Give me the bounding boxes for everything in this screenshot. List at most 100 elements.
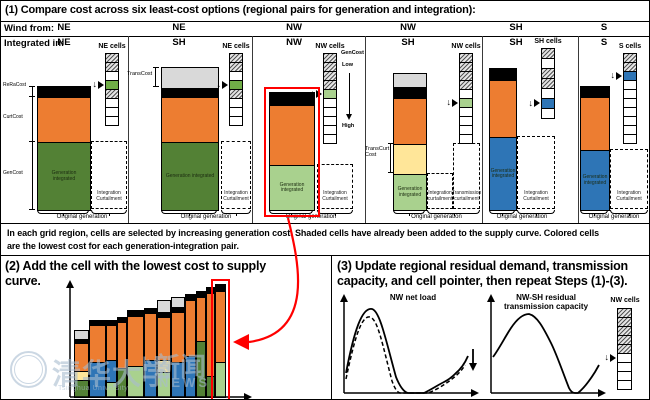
bar-segment-orange <box>394 98 426 144</box>
generation-cost-bar: Generation integrated <box>37 86 91 211</box>
supply-segment-orange <box>128 317 143 367</box>
nwsh-capacity-title-line1: NW-SH residual <box>516 293 576 302</box>
panel-separator <box>128 36 129 223</box>
supply-segment-black <box>118 318 126 323</box>
pointer-triangle-icon <box>616 71 622 80</box>
supply-segment-light_gray <box>158 301 170 313</box>
nw-cells-step3 <box>617 308 632 390</box>
curtailment-box: Transmission curtailment <box>452 143 481 209</box>
original-generation-label: Original generation <box>588 214 640 220</box>
pointer-triangle-icon <box>98 80 104 89</box>
high-label: High <box>342 123 355 129</box>
panel-separator <box>365 36 366 223</box>
down-arrow-icon: ↓ <box>610 70 616 80</box>
pointer-triangle-icon <box>222 80 228 89</box>
supply-segment-dark_green <box>207 377 214 397</box>
supply-segment-orange <box>90 326 105 363</box>
cells-column-title: NE cells <box>222 43 250 50</box>
step3-title-line2: capacity, and cell pointer, then repeat … <box>337 274 628 288</box>
wind-from-value: NW <box>400 22 416 33</box>
generation-cost-bar: Generation integrated <box>489 68 517 211</box>
supply-segment-orange <box>197 298 205 342</box>
down-arrow-icon: ↓ <box>528 97 534 108</box>
step2-title: (2) Add the cell with the lowest cost to… <box>5 259 266 289</box>
supply-segment-blue <box>145 361 156 397</box>
cell-white <box>323 134 337 144</box>
cells-column-title: S cells <box>618 43 642 50</box>
curtailment-box: Integration curtailment <box>427 173 453 209</box>
down-arrow-icon: ↓ <box>216 79 222 89</box>
nwsh-capacity-title-line2: transmission capacity <box>503 302 589 311</box>
nwsh-capacity-curve <box>492 313 600 394</box>
cells-column <box>459 53 473 144</box>
supply-segment-black <box>186 295 195 301</box>
nw-net-load-chart <box>340 294 479 397</box>
bar-segment-light_gray <box>394 74 426 87</box>
integrated-in-value: NW <box>286 37 302 48</box>
pointer-triangle-icon <box>452 98 458 107</box>
selected-option-highlight <box>264 87 320 217</box>
bar-segment-black <box>490 69 516 80</box>
curtailment-box: Integration Curtailment <box>221 141 251 209</box>
cell-white <box>623 134 637 144</box>
original-generation-label: Original generation <box>56 214 108 220</box>
bar-segment-light_gray <box>162 68 218 88</box>
cost-bracket <box>388 143 394 173</box>
supply-segment-light_green <box>158 373 170 397</box>
nw-net-load-solid-curve <box>345 308 469 394</box>
bracket-label: Cost <box>365 152 377 158</box>
supply-segment-light_green <box>128 367 143 397</box>
cost-ruler-tick <box>29 96 35 97</box>
cost-ruler <box>32 86 33 209</box>
caption-line-2: are the lowest cost for each generation-… <box>7 241 239 251</box>
supply-segment-black <box>107 321 116 326</box>
bar-segment-blue: Generation integrated <box>490 137 516 210</box>
supply-curve-bar <box>74 330 89 398</box>
cell-pointer: ↓ <box>606 71 622 81</box>
cost-bracket <box>153 67 159 87</box>
integrated-in-value: SH <box>401 37 415 48</box>
cell-white <box>229 116 243 126</box>
supply-segment-black <box>197 292 205 298</box>
generation-cost-bar: Generation integrated <box>580 86 610 211</box>
bar-segment-orange <box>581 97 609 150</box>
low-to-high-arrow <box>345 73 352 120</box>
supply-segment-orange <box>107 326 116 361</box>
cells-column-title: NW cells <box>315 43 345 50</box>
pointer-triangle-icon <box>534 99 540 107</box>
supply-segment-blue <box>107 361 116 383</box>
step2-title-line2: curve. <box>5 274 41 288</box>
cells-column <box>323 53 337 144</box>
supply-segment-black <box>145 309 156 314</box>
wind-from-value: NE <box>172 22 186 33</box>
bar-segment-orange <box>490 80 516 137</box>
bar-segment-black <box>38 87 90 97</box>
cell-white <box>105 116 119 126</box>
supply-curve-axes <box>66 280 252 399</box>
integrated-in-value: NE <box>57 37 71 48</box>
supply-segment-orange <box>75 344 88 372</box>
bar-segment-black <box>394 87 426 98</box>
supply-segment-light_gray <box>172 298 184 308</box>
supply-segment-black <box>158 313 170 318</box>
step3-section: (3) Update regional residual demand, tra… <box>332 256 649 399</box>
panel-separator <box>482 36 483 223</box>
pointer-triangle-icon <box>610 353 616 362</box>
bar-segment-blue: Generation integrated <box>581 150 609 210</box>
integrated-in-value: S <box>600 37 608 48</box>
supply-segment-blue <box>172 363 184 397</box>
step1-title: (1) Compare cost across six least-cost o… <box>5 4 476 16</box>
supply-segment-orange <box>172 313 184 363</box>
cells-column <box>229 53 243 126</box>
supply-segment-blue <box>186 357 195 397</box>
supply-segment-orange <box>216 292 225 363</box>
bar-segment-black <box>270 93 314 105</box>
integrated-in-label: Integrated in: <box>4 38 65 49</box>
cells-column <box>623 53 637 144</box>
cost-ruler-tick <box>29 86 35 87</box>
generation-cost-bar: Generation integrated <box>269 92 315 211</box>
cell-pointer: ↓ <box>88 80 104 90</box>
cell-pointer: ↓ <box>600 353 616 363</box>
cells-column-title: SH cells <box>534 38 562 45</box>
bar-segment-dark_green: Generation integrated <box>162 142 218 210</box>
